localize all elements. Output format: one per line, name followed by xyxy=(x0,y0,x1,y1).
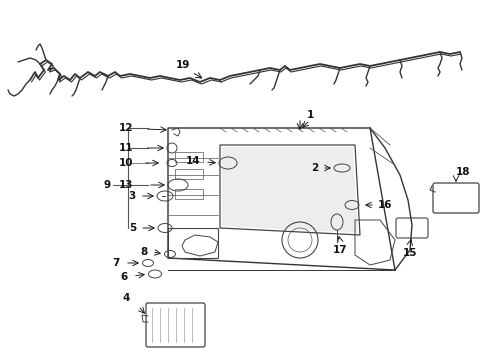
Text: 18: 18 xyxy=(455,167,469,177)
Text: 15: 15 xyxy=(402,248,416,258)
Text: 2: 2 xyxy=(310,163,317,173)
Text: 5: 5 xyxy=(128,223,136,233)
Text: 16: 16 xyxy=(377,200,392,210)
Text: 3: 3 xyxy=(128,191,136,201)
Text: 8: 8 xyxy=(141,247,148,257)
Text: 1: 1 xyxy=(306,110,313,120)
Text: 7: 7 xyxy=(112,258,120,268)
Text: 17: 17 xyxy=(332,245,346,255)
Polygon shape xyxy=(222,147,357,233)
Text: 11: 11 xyxy=(118,143,133,153)
Bar xyxy=(175,152,203,162)
Text: 4: 4 xyxy=(122,293,130,303)
Bar xyxy=(175,169,203,179)
Text: 14: 14 xyxy=(185,156,200,166)
Text: 10: 10 xyxy=(118,158,133,168)
Text: 13: 13 xyxy=(118,180,133,190)
Text: 6: 6 xyxy=(121,272,128,282)
Text: 9: 9 xyxy=(103,180,111,190)
Text: 19: 19 xyxy=(176,60,190,70)
Text: 12: 12 xyxy=(118,123,133,133)
Bar xyxy=(175,189,203,199)
